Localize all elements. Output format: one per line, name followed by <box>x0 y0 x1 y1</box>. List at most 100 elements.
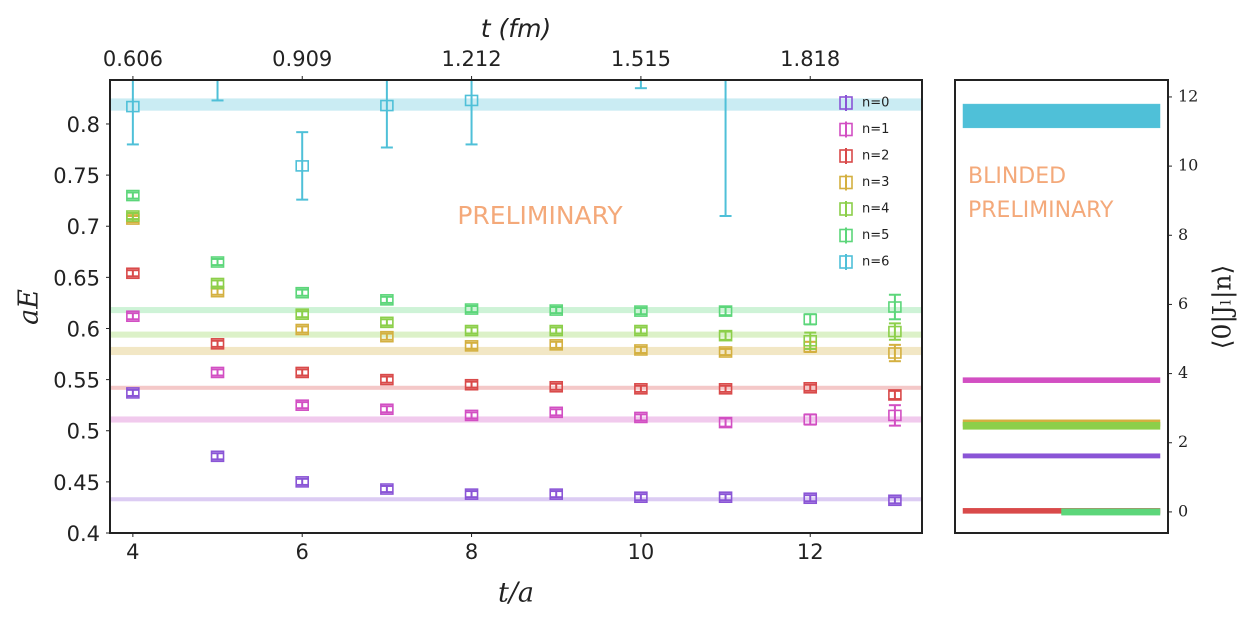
x-tick-label: 8 <box>465 540 478 564</box>
error-point <box>888 404 902 427</box>
marker <box>464 324 479 337</box>
marker <box>210 277 225 290</box>
x-tick-label: 12 <box>797 540 824 564</box>
marker <box>126 267 140 280</box>
x-tick-label: 6 <box>296 540 309 564</box>
plot-frame <box>109 79 923 534</box>
error-point <box>634 383 648 395</box>
x-tick-label: 10 <box>628 540 655 564</box>
marker <box>295 323 310 336</box>
side-y-tick-label: 6 <box>1178 294 1188 313</box>
x2-tick-label: 1.212 <box>442 47 502 71</box>
top-axis-title: t (fm) <box>481 14 551 43</box>
error-point <box>464 80 479 146</box>
marker <box>634 344 648 356</box>
error-point <box>211 80 224 102</box>
marker <box>380 294 394 306</box>
marker <box>549 406 564 419</box>
error-point <box>295 286 310 299</box>
error-point <box>295 308 310 320</box>
fit-band <box>110 98 922 111</box>
marker <box>210 338 225 350</box>
error-point <box>210 450 225 463</box>
error-point <box>634 80 647 90</box>
y-tick-label: 0.6 <box>67 317 100 341</box>
marker <box>549 339 564 351</box>
marker <box>295 476 310 488</box>
error-point <box>380 316 394 329</box>
error-point <box>718 305 733 317</box>
side-y-tick-label: 12 <box>1178 86 1198 105</box>
error-point <box>634 411 648 424</box>
side-y-tick-label: 8 <box>1178 225 1188 244</box>
marker <box>888 389 902 401</box>
x2-tick-label: 0.606 <box>103 47 163 71</box>
marker <box>380 403 394 416</box>
error-point <box>126 210 140 222</box>
marker <box>888 409 902 422</box>
marker <box>718 346 733 358</box>
legend-label: n=4 <box>862 202 889 217</box>
marker <box>380 330 394 343</box>
error-point <box>549 324 564 337</box>
marker <box>888 494 902 507</box>
error-point <box>718 383 733 395</box>
marker <box>380 316 394 329</box>
marker <box>295 286 310 299</box>
marker <box>634 324 648 337</box>
error-point <box>803 381 818 394</box>
error-point <box>464 488 479 500</box>
marker <box>549 380 564 393</box>
marker <box>549 488 564 500</box>
marker <box>295 160 310 172</box>
error-point <box>210 338 225 350</box>
marker <box>126 189 140 202</box>
fit-band <box>110 331 922 338</box>
x-tick-label: 4 <box>126 540 139 564</box>
side-y-tick-label: 4 <box>1178 363 1188 382</box>
side-y-tick-label: 10 <box>1178 156 1198 175</box>
legend-label: n=5 <box>862 228 889 243</box>
error-point <box>126 387 140 399</box>
x2-tick-label: 1.515 <box>611 47 671 71</box>
marker <box>126 100 140 113</box>
legend-label: n=3 <box>862 175 889 190</box>
error-point <box>295 366 310 379</box>
marker <box>380 99 394 112</box>
marker <box>718 491 733 504</box>
error-point <box>803 492 818 505</box>
error-point <box>549 488 564 500</box>
marker <box>464 378 479 391</box>
marker <box>718 329 733 342</box>
marker <box>549 324 564 337</box>
fit-band <box>110 307 922 314</box>
error-point <box>888 343 902 363</box>
y-tick-label: 0.4 <box>67 522 100 546</box>
error-point <box>718 329 733 342</box>
marker <box>888 347 902 359</box>
marker <box>634 411 648 424</box>
error-point <box>295 476 310 488</box>
marker <box>549 304 564 316</box>
annotation: PRELIMINARY <box>968 198 1114 223</box>
error-point <box>295 399 310 411</box>
marker <box>634 491 648 504</box>
y-tick-label: 0.55 <box>53 369 100 393</box>
x-axis-title: t/a <box>498 578 534 609</box>
y-tick-label: 0.8 <box>67 113 100 137</box>
error-point <box>380 330 394 343</box>
level-band <box>962 421 1161 430</box>
marker <box>718 416 733 429</box>
marker <box>210 450 225 463</box>
marker <box>464 409 479 422</box>
error-point <box>380 483 394 495</box>
marker <box>210 366 225 379</box>
error-point <box>888 322 902 341</box>
legend-label: n=2 <box>862 149 889 164</box>
error-point <box>464 409 479 422</box>
y-tick-label: 0.7 <box>67 215 100 239</box>
error-point <box>126 310 140 323</box>
error-point <box>803 313 818 326</box>
marker <box>464 488 479 500</box>
error-point <box>549 339 564 351</box>
